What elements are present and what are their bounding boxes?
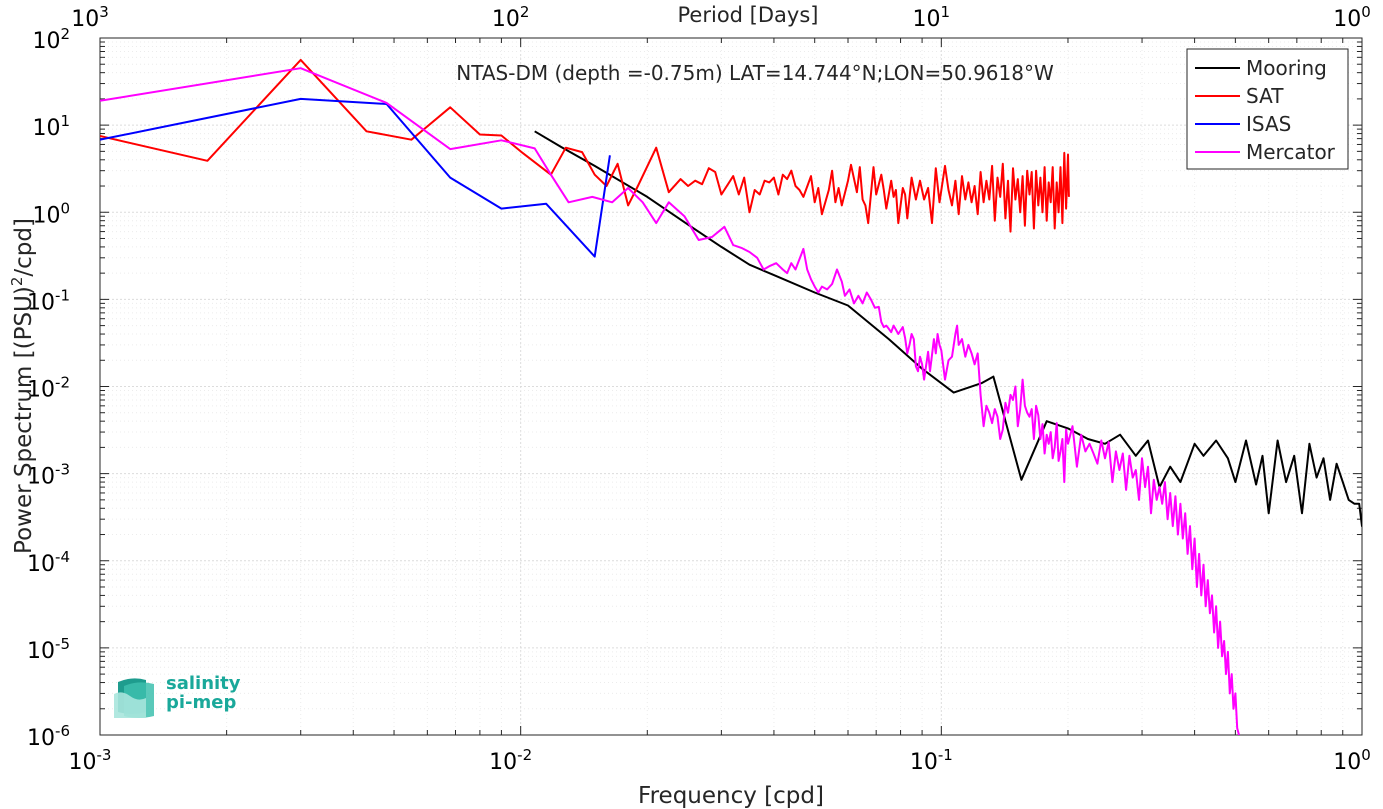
chart-title: NTAS-DM (depth =-0.75m) LAT=14.744°N;LON… bbox=[456, 61, 1054, 85]
x-tick-label: 10-1 bbox=[910, 746, 953, 775]
logo-icon bbox=[114, 678, 154, 718]
x-tick-label: 10-3 bbox=[69, 746, 112, 775]
series-line-mooring bbox=[534, 130, 1362, 528]
y-tick-label: 101 bbox=[32, 112, 70, 141]
legend: Mooring SAT ISAS Mercator bbox=[1186, 48, 1349, 170]
salinity-pi-mep-logo: salinity pi-mep bbox=[112, 672, 252, 722]
tick-marks bbox=[99, 37, 1363, 736]
top-tick-label: 102 bbox=[492, 3, 530, 32]
logo-line2: pi-mep bbox=[166, 692, 237, 713]
y-tick-label: 10-3 bbox=[27, 461, 70, 490]
y-tick-label: 10-6 bbox=[27, 722, 70, 751]
y-tick-label: 10-5 bbox=[27, 635, 70, 664]
y-tick-label: 10-4 bbox=[27, 548, 70, 577]
top-axis-label: Period [Days] bbox=[678, 3, 819, 27]
series-line-sat bbox=[100, 58, 1070, 233]
y-tick-label: 102 bbox=[32, 25, 70, 54]
top-tick-labels: 103 102 101 100 bbox=[71, 3, 1371, 32]
logo-line1: salinity bbox=[166, 673, 241, 694]
series-line-isas bbox=[100, 97, 611, 258]
y-tick-label: 10-1 bbox=[27, 286, 70, 315]
legend-label-sat: SAT bbox=[1246, 84, 1284, 108]
y-axis-label: Power Spectrum [(PSU)2/cpd] bbox=[8, 218, 37, 554]
y-tick-label: 10-2 bbox=[27, 374, 70, 403]
series-line-mercator bbox=[100, 67, 1240, 735]
y-tick-label: 100 bbox=[32, 199, 70, 228]
legend-label-mercator: Mercator bbox=[1246, 140, 1336, 164]
top-tick-label: 100 bbox=[1333, 3, 1371, 32]
x-tick-labels: 10-3 10-2 10-1 100 bbox=[69, 746, 1371, 775]
top-tick-label: 101 bbox=[913, 3, 951, 32]
x-tick-label: 10-2 bbox=[489, 746, 532, 775]
legend-label-isas: ISAS bbox=[1246, 112, 1291, 136]
grid bbox=[100, 38, 1362, 735]
y-tick-labels: 10-6 10-5 10-4 10-3 10-2 10-1 100 101 102 bbox=[27, 25, 70, 751]
top-tick-label: 103 bbox=[71, 3, 109, 32]
legend-label-mooring: Mooring bbox=[1246, 56, 1327, 80]
x-axis-label: Frequency [cpd] bbox=[638, 783, 824, 809]
series-lines bbox=[100, 58, 1362, 735]
x-tick-label: 100 bbox=[1333, 746, 1371, 775]
